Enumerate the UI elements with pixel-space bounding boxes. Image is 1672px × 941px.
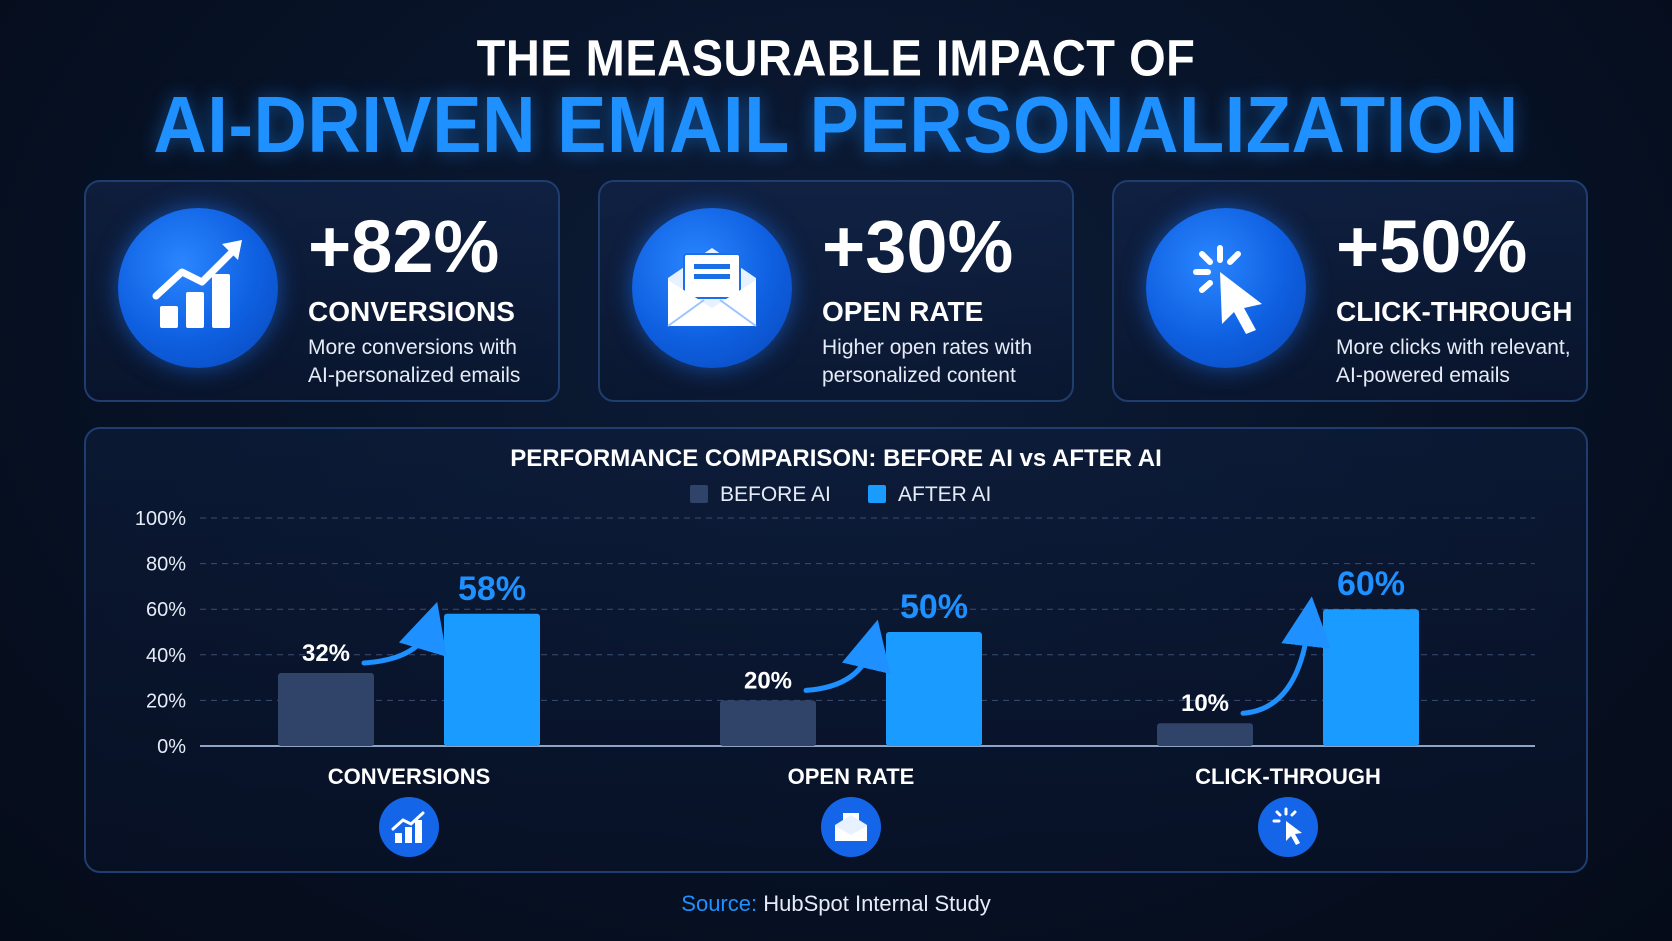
stat-card-conversions: +82% CONVERSIONS More conversions with A…	[84, 180, 560, 402]
chart-growth-icon	[379, 797, 439, 857]
bar-data-label: 50%	[900, 588, 968, 626]
cursor-click-icon	[1146, 208, 1306, 368]
bar-after-1	[886, 632, 982, 746]
increase-arrow	[803, 619, 891, 693]
bar-before-0	[278, 673, 374, 746]
stat-label: OPEN RATE	[822, 296, 984, 327]
source-label: Source:	[681, 891, 758, 916]
bar-data-label: 32%	[302, 640, 350, 667]
y-tick-label: 100%	[135, 508, 186, 530]
y-tick-label: 60%	[146, 599, 186, 621]
source-note: Source: HubSpot Internal Study	[0, 891, 1672, 917]
envelope-icon	[632, 208, 792, 368]
y-tick-label: 40%	[146, 645, 186, 667]
x-category-label: OPEN RATE	[788, 764, 915, 789]
bar-after-2	[1323, 609, 1419, 746]
y-tick-label: 20%	[146, 690, 186, 712]
stat-value: +50%	[1336, 205, 1528, 288]
title-line-2: AI-DRIVEN EMAIL PERSONALIZATION	[153, 79, 1519, 170]
bar-before-1	[720, 700, 816, 746]
y-tick-label: 80%	[146, 554, 186, 576]
chart-title: PERFORMANCE COMPARISON: BEFORE AI vs AFT…	[510, 445, 1162, 472]
chart-legend: BEFORE AI AFTER AI	[690, 483, 991, 506]
stat-card-click-through: +50% CLICK-THROUGH More clicks with rele…	[1112, 180, 1588, 402]
stat-label: CONVERSIONS	[308, 296, 515, 327]
x-category-label: CONVERSIONS	[328, 764, 491, 789]
source-text: HubSpot Internal Study	[763, 891, 991, 916]
stat-description: Higher open rates with personalized cont…	[822, 336, 1033, 387]
legend-swatch-before	[690, 485, 708, 503]
stat-description: More conversions with AI-personalized em…	[308, 336, 521, 387]
stat-card-open-rate: +30% OPEN RATE Higher open rates with pe…	[598, 180, 1074, 402]
stat-value: +30%	[822, 205, 1014, 288]
bar-before-2	[1157, 723, 1253, 746]
legend-swatch-after	[868, 485, 886, 503]
increase-arrow	[1240, 596, 1332, 716]
x-category-label: CLICK-THROUGH	[1195, 764, 1381, 789]
title-line-1: THE MEASURABLE IMPACT OF	[476, 28, 1196, 87]
stat-value: +82%	[308, 205, 500, 288]
stat-label: CLICK-THROUGH	[1336, 296, 1573, 327]
legend-label-after: AFTER AI	[898, 483, 991, 506]
bar-after-0	[444, 613, 540, 746]
chart-growth-icon	[118, 208, 278, 368]
envelope-icon	[821, 797, 881, 857]
bar-data-label: 20%	[744, 667, 792, 694]
cursor-click-icon	[1258, 797, 1318, 857]
stat-description: More clicks with relevant, AI-powered em…	[1336, 336, 1571, 387]
increase-arrow	[361, 601, 447, 666]
bar-data-label: 10%	[1181, 690, 1229, 717]
legend-label-before: BEFORE AI	[720, 483, 831, 506]
bar-data-label: 58%	[458, 570, 526, 608]
y-tick-label: 0%	[157, 736, 186, 758]
bar-data-label: 60%	[1337, 565, 1405, 603]
